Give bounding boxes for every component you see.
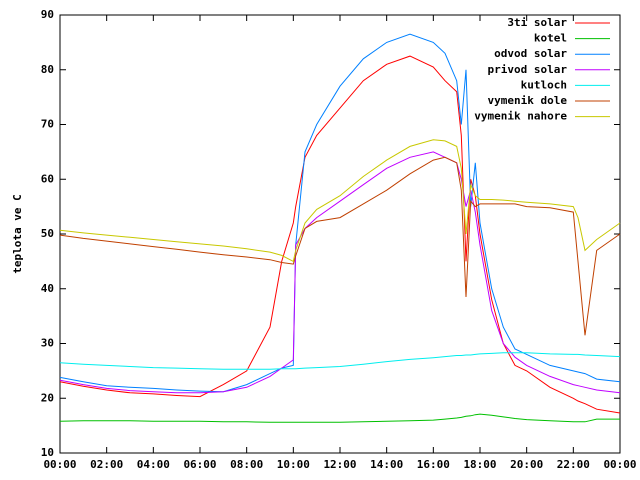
x-tick-label: 02:00 <box>90 458 123 471</box>
series-line <box>59 55 621 414</box>
x-tick-label: 16:00 <box>417 458 450 471</box>
legend-label: 3ti solar <box>507 16 567 29</box>
legend-label: vymenik nahore <box>474 110 567 123</box>
y-tick-label: 80 <box>41 63 54 76</box>
y-tick-label: 20 <box>41 391 54 404</box>
y-tick-label: 70 <box>41 118 54 131</box>
x-tick-label: 20:00 <box>510 458 543 471</box>
series-line <box>59 151 621 394</box>
legend-label: privod solar <box>488 63 568 76</box>
legend-label: kotel <box>534 32 567 45</box>
series-line <box>59 33 621 393</box>
y-axis-label: teplota ve C <box>11 194 24 273</box>
y-tick-label: 40 <box>41 282 54 295</box>
x-tick-label: 12:00 <box>323 458 356 471</box>
x-tick-label: 22:00 <box>557 458 590 471</box>
x-tick-label: 00:00 <box>43 458 76 471</box>
series-line <box>59 156 621 336</box>
y-tick-label: 90 <box>41 8 54 21</box>
y-tick-label: 60 <box>41 172 54 185</box>
x-tick-label: 14:00 <box>370 458 403 471</box>
series-line <box>59 413 620 423</box>
series-line <box>59 352 621 370</box>
x-tick-label: 10:00 <box>277 458 310 471</box>
legend-label: kutloch <box>521 78 567 91</box>
y-tick-label: 50 <box>41 227 54 240</box>
y-tick-label: 30 <box>41 337 54 350</box>
x-tick-label: 08:00 <box>230 458 263 471</box>
y-tick-label: 10 <box>41 446 54 459</box>
x-tick-label: 00:00 <box>603 458 636 471</box>
legend-label: vymenik dole <box>488 94 568 107</box>
series-line <box>59 139 621 263</box>
x-tick-label: 18:00 <box>463 458 496 471</box>
x-tick-label: 06:00 <box>183 458 216 471</box>
legend-label: odvod solar <box>494 47 567 60</box>
x-tick-label: 04:00 <box>137 458 170 471</box>
